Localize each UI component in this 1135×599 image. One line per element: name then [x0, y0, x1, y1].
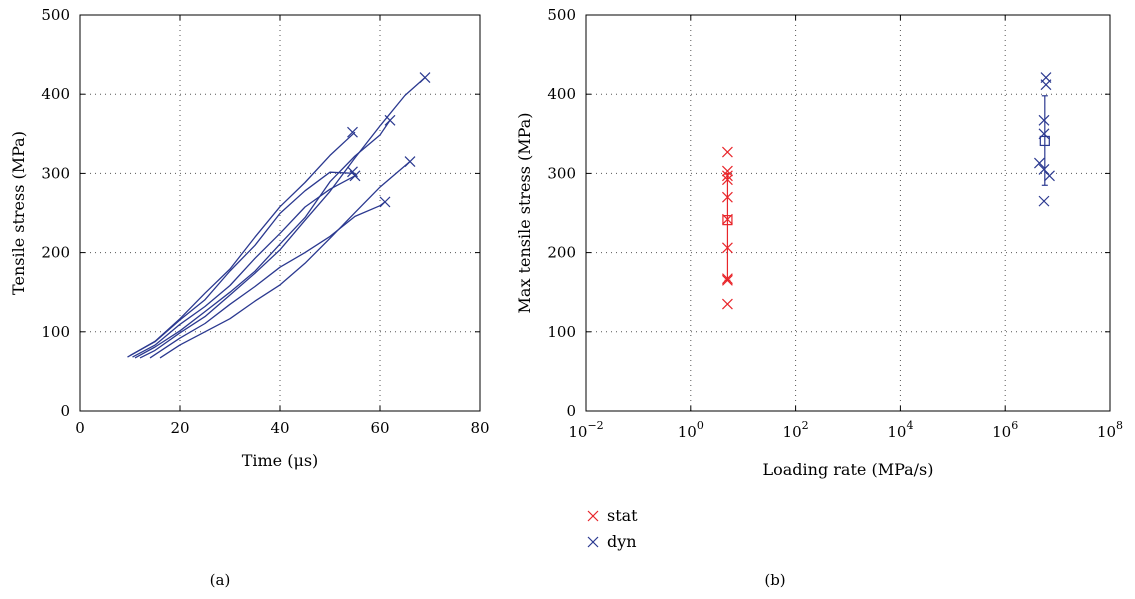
series-line [149, 201, 386, 359]
stat-point [722, 174, 733, 186]
series-line [127, 131, 356, 358]
chart-b-frame [585, 14, 1111, 412]
dyn-point [1038, 195, 1050, 207]
series-line [134, 119, 391, 359]
dyn-point [1040, 79, 1052, 91]
stat-point [722, 191, 733, 203]
stat-point [722, 274, 733, 286]
x-tick-label: 40 [270, 419, 289, 437]
y-tick-label: 300 [41, 164, 70, 182]
x-tick-label: 100 [678, 419, 704, 441]
stat-point [722, 170, 733, 182]
series-line [159, 161, 411, 359]
chart-b: 10−2 100 102 104 106 108 0 100 200 300 400 500 Load… [515, 6, 1123, 589]
chart-a-ticks: 0 20 40 60 80 0 100 200 300 400 500 [41, 6, 489, 437]
dyn-point [1038, 114, 1050, 126]
y-tick-label: 100 [41, 323, 70, 341]
failure-marker [347, 126, 358, 138]
legend-label-dyn: dyn [607, 532, 637, 551]
chart-b-panel-label: (b) [764, 571, 785, 589]
dyn-point [1034, 157, 1045, 169]
x-tick-label: 20 [170, 419, 189, 437]
y-tick-label: 500 [547, 6, 576, 24]
series-line [132, 175, 356, 358]
chart-a-panel-label: (a) [210, 571, 231, 589]
chart-a-ylabel: Tensile stress (MPa) [9, 131, 28, 295]
chart-b-ticks: 10−2 100 102 104 106 108 0 100 200 300 400 500 [547, 6, 1123, 441]
y-tick-label: 300 [547, 164, 576, 182]
chart-b-series [722, 72, 1055, 310]
failure-marker [404, 156, 416, 167]
x-tick-label: 60 [370, 419, 389, 437]
series-line [129, 171, 356, 357]
series-line [139, 77, 426, 359]
failure-marker [349, 170, 361, 182]
x-tick-label: 108 [1097, 419, 1123, 441]
x-tick-label: 102 [783, 419, 809, 441]
chart-b-grid [586, 15, 1110, 411]
x-tick-label: 10−2 [568, 419, 603, 441]
dyn-mean-marker [1039, 135, 1050, 147]
y-tick-label: 200 [41, 244, 70, 262]
stat-point [722, 165, 733, 177]
dyn-point [1044, 170, 1055, 182]
y-tick-label: 0 [60, 402, 70, 420]
legend-label-stat: stat [607, 506, 638, 525]
chart-a-xlabel: Time (μs) [242, 451, 319, 470]
y-tick-label: 400 [41, 85, 70, 103]
chart-b-ylabel: Max tensile stress (MPa) [515, 113, 534, 314]
failure-marker [419, 72, 431, 83]
y-tick-label: 100 [547, 323, 576, 341]
y-tick-label: 400 [547, 85, 576, 103]
y-tick-label: 200 [547, 244, 576, 262]
y-tick-label: 500 [41, 6, 70, 24]
chart-b-xlabel: Loading rate (MPa/s) [762, 460, 933, 479]
failure-marker [384, 114, 396, 126]
x-tick-label: 80 [470, 419, 489, 437]
stat-point [722, 298, 733, 310]
x-tick-label: 104 [887, 419, 913, 441]
x-tick-label: 106 [992, 419, 1018, 441]
stat-point [722, 273, 733, 285]
failure-marker [379, 196, 391, 208]
legend-marker-dyn [587, 536, 599, 548]
x-tick-label: 0 [75, 419, 85, 437]
chart-a: 0 20 40 60 80 0 100 200 300 400 500 Time (μs) Tens… [9, 6, 490, 589]
y-tick-label: 0 [566, 402, 576, 420]
legend-marker-stat [587, 510, 599, 522]
chart-b-legend: stat dyn [587, 506, 638, 551]
stat-mean-marker [722, 215, 733, 226]
stat-point [722, 146, 733, 158]
stat-point [722, 242, 733, 254]
chart-a-series [127, 72, 431, 359]
